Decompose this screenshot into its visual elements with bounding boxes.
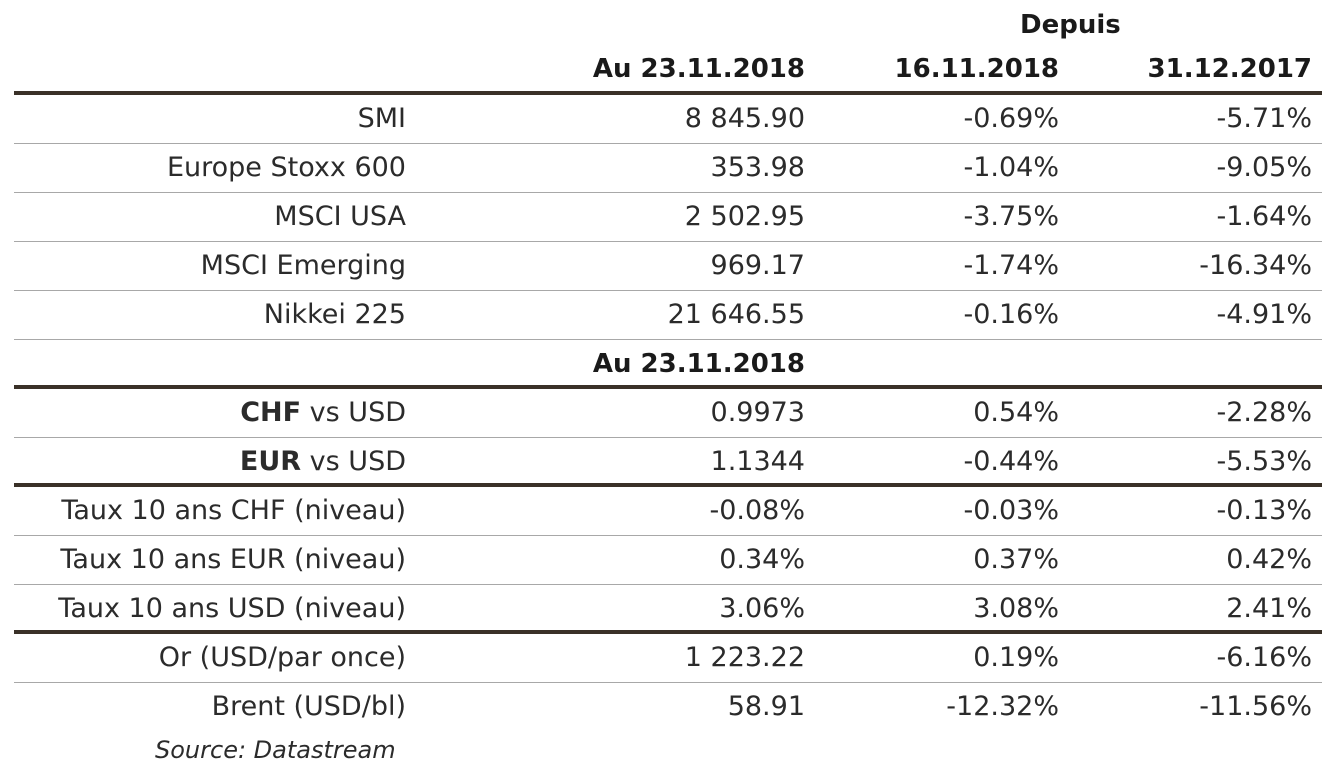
row-change-ytd: -5.53% bbox=[1216, 446, 1312, 477]
row-change-week: -12.32% bbox=[946, 691, 1059, 722]
row-label: Taux 10 ans CHF (niveau) bbox=[61, 495, 406, 526]
table-row: Brent (USD/bl) 58.91 -12.32% -11.56% bbox=[14, 683, 1322, 731]
row-value-current: 0.34% bbox=[719, 544, 805, 575]
row-change-week: -1.04% bbox=[963, 152, 1059, 183]
row-label: Or (USD/par once) bbox=[158, 642, 406, 673]
row-change-week: -3.75% bbox=[963, 201, 1059, 232]
header-col-3: 31.12.2017 bbox=[1147, 54, 1312, 84]
row-label: CHF vs USD bbox=[14, 395, 406, 431]
currency-pair-suffix: vs USD bbox=[301, 397, 406, 428]
row-change-week: -0.44% bbox=[963, 446, 1059, 477]
table-row: EUR vs USD 1.1344 -0.44% -5.53% bbox=[14, 438, 1322, 487]
row-label: Taux 10 ans USD (niveau) bbox=[58, 593, 406, 624]
table-row: MSCI Emerging 969.17 -1.74% -16.34% bbox=[14, 242, 1322, 291]
row-label: SMI bbox=[357, 103, 406, 134]
row-change-week: 3.08% bbox=[973, 593, 1059, 624]
row-change-week: -0.69% bbox=[963, 103, 1059, 134]
row-change-ytd: -16.34% bbox=[1199, 250, 1312, 281]
row-value-current: 2 502.95 bbox=[684, 201, 805, 232]
row-change-ytd: 2.41% bbox=[1226, 593, 1312, 624]
row-value-current: -0.08% bbox=[709, 495, 805, 526]
table-row: Taux 10 ans EUR (niveau) 0.34% 0.37% 0.4… bbox=[14, 536, 1322, 585]
row-change-ytd: -2.28% bbox=[1216, 397, 1312, 428]
row-label: Nikkei 225 bbox=[263, 299, 406, 330]
row-value-current: 0.9973 bbox=[710, 397, 805, 428]
table-row: Europe Stoxx 600 353.98 -1.04% -9.05% bbox=[14, 144, 1322, 193]
row-change-week: -0.16% bbox=[963, 299, 1059, 330]
row-change-week: 0.19% bbox=[973, 642, 1059, 673]
row-value-current: 353.98 bbox=[710, 152, 805, 183]
row-label: Taux 10 ans EUR (niveau) bbox=[60, 544, 406, 575]
row-change-ytd: -1.64% bbox=[1216, 201, 1312, 232]
row-value-current: 3.06% bbox=[719, 593, 805, 624]
row-change-week: 0.54% bbox=[973, 397, 1059, 428]
header-col-1: Au 23.11.2018 bbox=[592, 54, 805, 84]
row-label: EUR vs USD bbox=[14, 444, 406, 480]
row-value-current: 58.91 bbox=[727, 691, 805, 722]
row-change-ytd: -9.05% bbox=[1216, 152, 1312, 183]
table-header-row: Au 23.11.2018 16.11.2018 31.12.2017 bbox=[14, 48, 1322, 92]
header-depuis: Depuis bbox=[1020, 10, 1121, 40]
row-change-ytd: 0.42% bbox=[1226, 544, 1312, 575]
table-row: CHF vs USD 0.9973 0.54% -2.28% bbox=[14, 389, 1322, 438]
row-change-week: -0.03% bbox=[963, 495, 1059, 526]
row-change-ytd: -6.16% bbox=[1216, 642, 1312, 673]
row-label: MSCI USA bbox=[274, 201, 406, 232]
data-table: SMI 8 845.90 -0.69% -5.71% Europe Stoxx … bbox=[14, 95, 1322, 731]
row-label: Brent (USD/bl) bbox=[211, 691, 406, 722]
subheader-row: Au 23.11.2018 bbox=[14, 340, 1322, 389]
table-row: Or (USD/par once) 1 223.22 0.19% -6.16% bbox=[14, 634, 1322, 683]
row-value-current: 1 223.22 bbox=[684, 642, 805, 673]
row-value-current: 969.17 bbox=[710, 250, 805, 281]
table-row: Nikkei 225 21 646.55 -0.16% -4.91% bbox=[14, 291, 1322, 340]
subheader-label: Au 23.11.2018 bbox=[592, 349, 805, 379]
row-change-ytd: -11.56% bbox=[1199, 691, 1312, 722]
table-row: MSCI USA 2 502.95 -3.75% -1.64% bbox=[14, 193, 1322, 242]
row-change-ytd: -0.13% bbox=[1216, 495, 1312, 526]
currency-code: EUR bbox=[239, 446, 302, 477]
row-label: Europe Stoxx 600 bbox=[166, 152, 406, 183]
header-rule bbox=[14, 91, 1322, 95]
table-row: Taux 10 ans CHF (niveau) -0.08% -0.03% -… bbox=[14, 487, 1322, 536]
row-change-ytd: -5.71% bbox=[1216, 103, 1312, 134]
source-note: Source: Datastream bbox=[155, 736, 396, 764]
row-change-ytd: -4.91% bbox=[1216, 299, 1312, 330]
row-value-current: 8 845.90 bbox=[684, 103, 805, 134]
row-change-week: 0.37% bbox=[973, 544, 1059, 575]
row-label: MSCI Emerging bbox=[200, 250, 406, 281]
row-value-current: 1.1344 bbox=[710, 446, 805, 477]
currency-code: CHF bbox=[240, 397, 302, 428]
table-row: Taux 10 ans USD (niveau) 3.06% 3.08% 2.4… bbox=[14, 585, 1322, 634]
header-col-2: 16.11.2018 bbox=[894, 54, 1059, 84]
row-value-current: 21 646.55 bbox=[667, 299, 805, 330]
row-change-week: -1.74% bbox=[963, 250, 1059, 281]
currency-pair-suffix: vs USD bbox=[301, 446, 406, 477]
table-row: SMI 8 845.90 -0.69% -5.71% bbox=[14, 95, 1322, 144]
